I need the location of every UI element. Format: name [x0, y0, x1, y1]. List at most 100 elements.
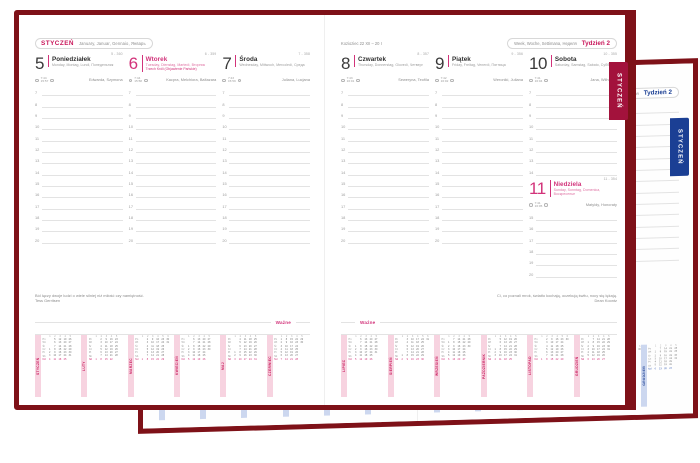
minical-day[interactable]: 22 — [555, 357, 559, 361]
minical-day[interactable]: 14 — [104, 354, 108, 358]
minical-day[interactable]: 31 — [426, 338, 430, 341]
hour-row[interactable]: 11 — [129, 132, 217, 143]
minical-day[interactable]: 21 — [509, 344, 512, 348]
hour-row[interactable]: 14 — [341, 166, 429, 177]
minical-day[interactable]: 10 — [285, 344, 288, 348]
hour-row[interactable]: 17 — [529, 234, 617, 245]
minical-day[interactable]: 7 — [100, 354, 102, 358]
minical-day[interactable]: 30 — [467, 344, 471, 348]
minical-day[interactable]: 15 — [364, 344, 368, 348]
minical-day[interactable]: 23 — [369, 347, 373, 351]
minical-day[interactable]: 16 — [503, 351, 507, 355]
minical-day[interactable]: 30 — [374, 347, 378, 351]
minical-day[interactable]: 17 — [596, 347, 600, 351]
minical-day[interactable]: 23 — [560, 338, 564, 341]
minical-day[interactable]: 25 — [560, 344, 564, 348]
minical-day[interactable]: 22 — [156, 357, 160, 361]
minical-day[interactable]: 20 — [248, 344, 252, 348]
minical-day[interactable]: 4 — [494, 357, 496, 361]
minical-day[interactable]: 25 — [161, 344, 165, 348]
minical-day[interactable]: 2 — [587, 344, 589, 348]
hour-row[interactable]: 17 — [341, 200, 429, 211]
hour-row[interactable]: 19 — [129, 223, 217, 234]
hour-row[interactable]: 15 — [529, 212, 617, 223]
minical-day[interactable]: 28 — [207, 341, 211, 345]
minical-day[interactable]: 31 — [253, 357, 257, 361]
minical-day[interactable]: 27 — [602, 357, 605, 361]
minical-day[interactable]: 10 — [452, 347, 456, 351]
hour-row[interactable]: 13 — [435, 155, 523, 166]
minical-day[interactable]: 24 — [161, 341, 165, 345]
hour-row[interactable]: 11 — [222, 132, 311, 143]
minical-day[interactable]: 24 — [248, 357, 252, 361]
minical-day[interactable]: 5 — [280, 351, 283, 355]
minical-day[interactable]: 24 — [115, 341, 118, 345]
minical-day[interactable]: 20 — [555, 351, 559, 355]
minical-day[interactable]: 27 — [295, 354, 298, 358]
minical-day[interactable]: 14 — [243, 347, 247, 351]
hour-row[interactable]: 13 — [35, 155, 123, 166]
minical-day[interactable]: 16 — [156, 338, 160, 341]
minical-day[interactable]: 2 — [546, 338, 548, 341]
minical-day[interactable]: 30 — [300, 341, 304, 345]
minical-day[interactable]: 2 — [401, 357, 403, 361]
minical-day[interactable]: 19 — [457, 354, 461, 358]
minical-day[interactable]: 9 — [592, 344, 594, 348]
minical-day[interactable]: 15 — [503, 347, 507, 351]
minical-day[interactable]: 9 — [239, 354, 241, 358]
minical-day[interactable]: 25 — [462, 351, 466, 355]
hour-row[interactable]: 18 — [341, 212, 429, 223]
minical-day[interactable]: 18 — [197, 354, 201, 358]
minical-day[interactable]: 20 — [416, 347, 419, 351]
minical-day[interactable]: 2 — [280, 341, 283, 345]
hour-row[interactable]: 20 — [222, 234, 311, 245]
minical-day[interactable]: 2 — [146, 338, 149, 341]
minical-day[interactable]: 21 — [416, 351, 419, 355]
minical-day[interactable]: 19 — [197, 357, 201, 361]
minical-day[interactable]: 22 — [416, 354, 419, 358]
minical-day[interactable]: 27 — [207, 338, 211, 341]
minical-day[interactable]: 16 — [596, 344, 600, 348]
minical-day[interactable]: 4 — [100, 344, 102, 348]
hour-row[interactable]: 14 — [435, 166, 523, 177]
minical-day[interactable]: 1 — [234, 351, 236, 355]
month-pill[interactable]: STYCZEŃ January, Januar, Gennaio, Январь — [35, 38, 153, 49]
minical-day[interactable]: 10 — [53, 354, 57, 358]
minical-day[interactable]: 16 — [290, 341, 293, 345]
minical-day[interactable]: 5 — [499, 338, 501, 341]
minical-day[interactable]: 19 — [156, 347, 160, 351]
minical-day[interactable]: 1 — [280, 338, 283, 341]
minical-day[interactable]: 30 — [253, 354, 257, 358]
minical-day[interactable]: 14 — [58, 344, 62, 348]
minical-day[interactable]: 12 — [192, 357, 196, 361]
minical-day[interactable]: 8 — [146, 357, 149, 361]
minical-day[interactable]: 29 — [421, 354, 424, 358]
minical-day[interactable]: 12 — [503, 338, 507, 341]
hour-row[interactable]: 10 — [435, 121, 523, 132]
minical-day[interactable]: 28 — [374, 341, 378, 345]
hour-row[interactable]: 12 — [529, 144, 617, 155]
minical-day[interactable]: 29 — [207, 344, 211, 348]
minical-day[interactable]: 12 — [104, 347, 108, 351]
minical-day[interactable]: 19 — [364, 357, 368, 361]
minical-day[interactable]: 7 — [360, 341, 362, 345]
hour-row[interactable]: 7 — [529, 87, 617, 98]
minical-day[interactable]: 26 — [602, 354, 605, 358]
minical-day[interactable]: 1 — [141, 357, 144, 361]
week-pill[interactable]: Week, Woche, Settimana, Неделя Tydzień 2 — [507, 38, 617, 49]
minical-day[interactable]: 15 — [410, 354, 414, 358]
minical-day[interactable]: 29 — [300, 338, 304, 341]
minical-day[interactable]: 31 — [374, 351, 378, 355]
minical-day[interactable]: 6 — [193, 338, 195, 341]
minical-day[interactable]: 17 — [156, 341, 160, 345]
minical-day[interactable]: 4 — [587, 351, 589, 355]
hour-row[interactable]: 18 — [35, 212, 123, 223]
hour-row[interactable]: 11 — [435, 132, 523, 143]
minical-day[interactable]: 6 — [54, 341, 56, 345]
minical-day[interactable]: 27 — [421, 347, 424, 351]
minical-day[interactable]: 5 — [546, 347, 548, 351]
